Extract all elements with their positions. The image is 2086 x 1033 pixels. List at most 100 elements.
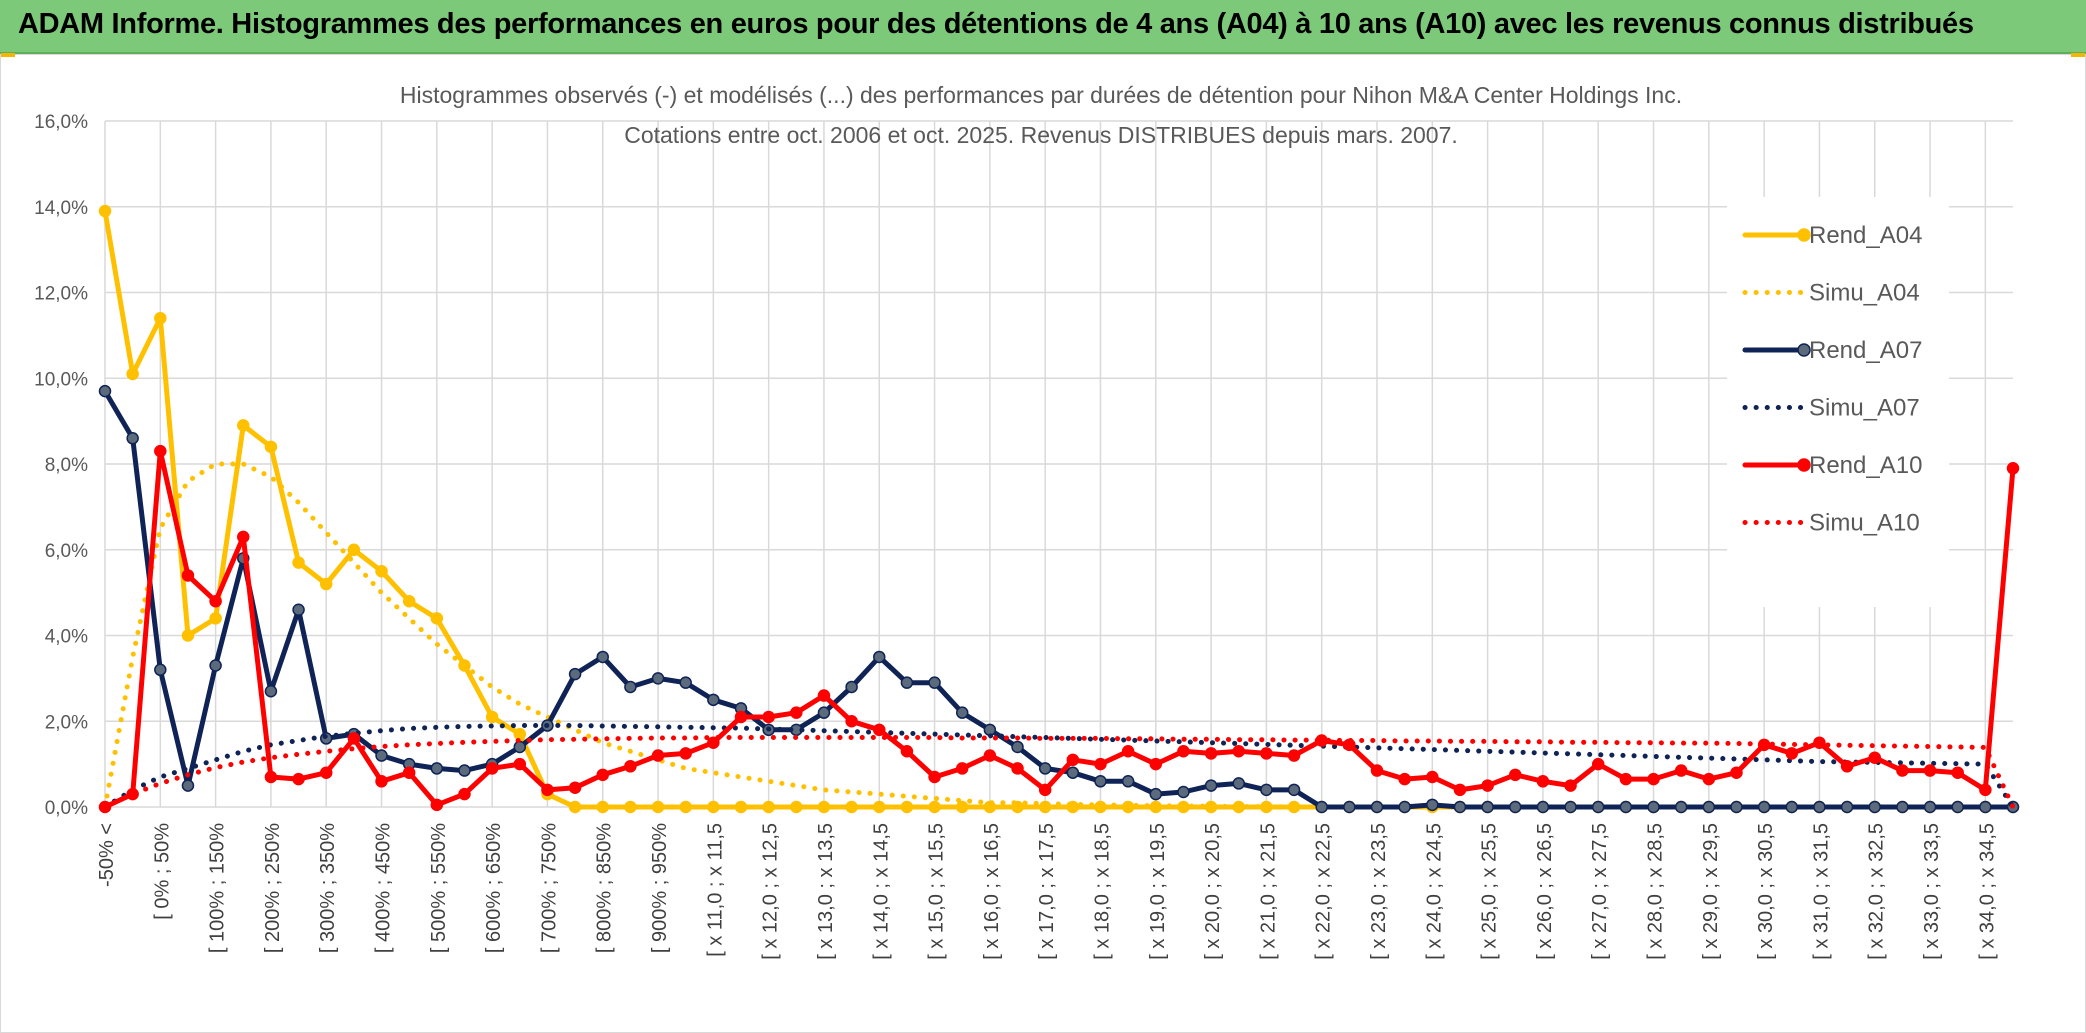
- data-point-rend-a10: [319, 766, 333, 779]
- data-point-rend-a07: [1370, 800, 1384, 814]
- x-tick-label: [ 0% ; 50%: [151, 823, 173, 920]
- x-tick-label: [ 100% ; 150%: [207, 823, 229, 953]
- data-point-rend-a10: [873, 723, 886, 737]
- data-point-rend-a07: [1757, 800, 1771, 814]
- x-tick-label: [ x 25,0 ; x 25,5: [1479, 823, 1501, 960]
- data-point-rend-a10: [1591, 757, 1605, 771]
- series-line-rend-a07: [102, 388, 2016, 810]
- data-point-rend-a10: [1370, 764, 1384, 777]
- data-point-rend-a10: [1785, 747, 1799, 760]
- data-point-rend-a10: [679, 747, 692, 760]
- data-point-rend-a10: [347, 732, 361, 745]
- data-point-rend-a04: [928, 800, 941, 814]
- chart-title-line2: Cotations entre oct. 2006 et oct. 2025. …: [624, 122, 1458, 148]
- x-tick-label: [ x 32,0 ; x 32,5: [1866, 823, 1888, 960]
- x-tick-label: [ x 15,0 ; x 15,5: [926, 823, 948, 960]
- data-point-rend-a07: [1094, 775, 1107, 788]
- legend-label-rend-a10: Rend_A10: [1809, 452, 1922, 479]
- x-tick-label: [ x 29,0 ; x 29,5: [1700, 823, 1722, 960]
- data-point-rend-a10: [790, 706, 803, 719]
- data-point-rend-a07: [873, 650, 886, 664]
- legend-label-rend-a07: Rend_A07: [1809, 337, 1922, 364]
- data-point-rend-a07: [1038, 762, 1052, 775]
- y-tick-label: 14,0%: [34, 198, 88, 219]
- data-point-rend-a07: [458, 764, 471, 777]
- data-point-rend-a10: [485, 762, 499, 775]
- data-point-rend-a10: [1564, 779, 1577, 792]
- data-point-rend-a10: [900, 745, 914, 758]
- data-point-rend-a10: [596, 768, 609, 782]
- data-point-rend-a10: [1840, 760, 1854, 773]
- series-line-rend-a10: [102, 448, 2016, 810]
- data-point-rend-a07: [1121, 775, 1135, 788]
- data-point-rend-a10: [1066, 753, 1080, 767]
- data-point-rend-a04: [707, 800, 720, 814]
- data-point-rend-a07: [1287, 783, 1301, 797]
- x-tick-label: [ x 22,0 ; x 22,5: [1313, 823, 1335, 960]
- y-tick-label: 12,0%: [34, 284, 88, 305]
- data-point-rend-a10: [154, 444, 167, 458]
- data-point-rend-a07: [651, 672, 665, 685]
- data-point-rend-a04: [237, 419, 250, 432]
- data-point-rend-a07: [1564, 800, 1577, 814]
- data-point-rend-a10: [983, 749, 997, 762]
- data-point-rend-a10: [1149, 757, 1163, 771]
- data-point-rend-a07: [1426, 798, 1439, 812]
- x-tick-label: [ x 28,0 ; x 28,5: [1645, 823, 1667, 960]
- data-point-rend-a04: [402, 594, 416, 608]
- data-point-rend-a10: [375, 775, 388, 788]
- data-point-rend-a04: [209, 612, 222, 625]
- data-point-rend-a07: [1260, 783, 1273, 797]
- data-point-rend-a10: [1232, 745, 1245, 758]
- data-point-rend-a07: [845, 680, 858, 694]
- x-tick-label: [ x 12,0 ; x 12,5: [760, 823, 782, 960]
- data-point-rend-a10: [541, 783, 554, 797]
- x-tick-label: [ x 23,0 ; x 23,5: [1368, 823, 1390, 960]
- data-point-rend-a04: [264, 440, 278, 454]
- data-point-rend-a10: [1951, 766, 1964, 779]
- legend-label-simu-a10: Simu_A10: [1809, 510, 1920, 537]
- x-tick-label: [ x 33,0 ; x 33,5: [1921, 823, 1943, 960]
- data-point-rend-a10: [513, 757, 527, 771]
- data-point-rend-a04: [1287, 800, 1301, 814]
- x-tick-label: [ x 18,0 ; x 18,5: [1091, 823, 1113, 960]
- data-point-rend-a10: [458, 787, 471, 801]
- x-tick-label: [ x 30,0 ; x 30,5: [1755, 823, 1777, 960]
- x-tick-label: [ x 14,0 ; x 14,5: [870, 823, 892, 960]
- x-tick-label: [ x 13,0 ; x 13,5: [815, 823, 837, 960]
- data-point-rend-a07: [126, 432, 139, 445]
- data-point-rend-a10: [1177, 745, 1190, 758]
- chart-frame: 0,0% 2,0% 4,0% 6,0% 8,0% 10,0% 12,0% 14,0% 16,0%…: [0, 53, 2086, 1033]
- frame-corner-left: [1, 53, 15, 57]
- data-point-rend-a07: [1066, 766, 1080, 779]
- data-point-rend-a07: [1923, 800, 1937, 814]
- x-tick-label: [ x 17,0 ; x 17,5: [1036, 823, 1058, 960]
- data-point-rend-a10: [1619, 772, 1633, 786]
- data-point-rend-a10: [707, 736, 720, 749]
- legend-label-simu-a07: Simu_A07: [1809, 395, 1920, 422]
- x-tick-label: [ 200% ; 250%: [262, 823, 284, 953]
- data-point-rend-a04: [734, 800, 748, 814]
- data-point-rend-a10: [624, 760, 637, 773]
- data-point-rend-a10: [817, 689, 831, 702]
- data-point-rend-a07: [1343, 800, 1356, 814]
- data-point-rend-a07: [1177, 785, 1190, 799]
- data-point-rend-a10: [1536, 775, 1550, 788]
- data-point-rend-a07: [1730, 800, 1743, 814]
- data-point-rend-a07: [1785, 800, 1799, 814]
- data-point-rend-a10: [845, 715, 858, 728]
- data-point-rend-a04: [873, 800, 886, 814]
- y-tick-label: 16,0%: [34, 112, 88, 133]
- data-point-rend-a10: [264, 770, 278, 784]
- data-point-rend-a07: [928, 676, 941, 689]
- data-point-rend-a04: [762, 800, 775, 814]
- data-point-rend-a10: [1702, 772, 1716, 786]
- data-point-rend-a10: [1260, 747, 1273, 760]
- data-point-rend-a10: [1121, 745, 1135, 758]
- data-point-rend-a04: [624, 800, 637, 814]
- data-point-rend-a07: [264, 684, 278, 698]
- x-tick-label: [ 600% ; 650%: [483, 823, 505, 953]
- data-point-rend-a04: [181, 629, 195, 642]
- data-point-rend-a07: [1149, 787, 1163, 801]
- data-point-rend-a07: [1813, 800, 1826, 814]
